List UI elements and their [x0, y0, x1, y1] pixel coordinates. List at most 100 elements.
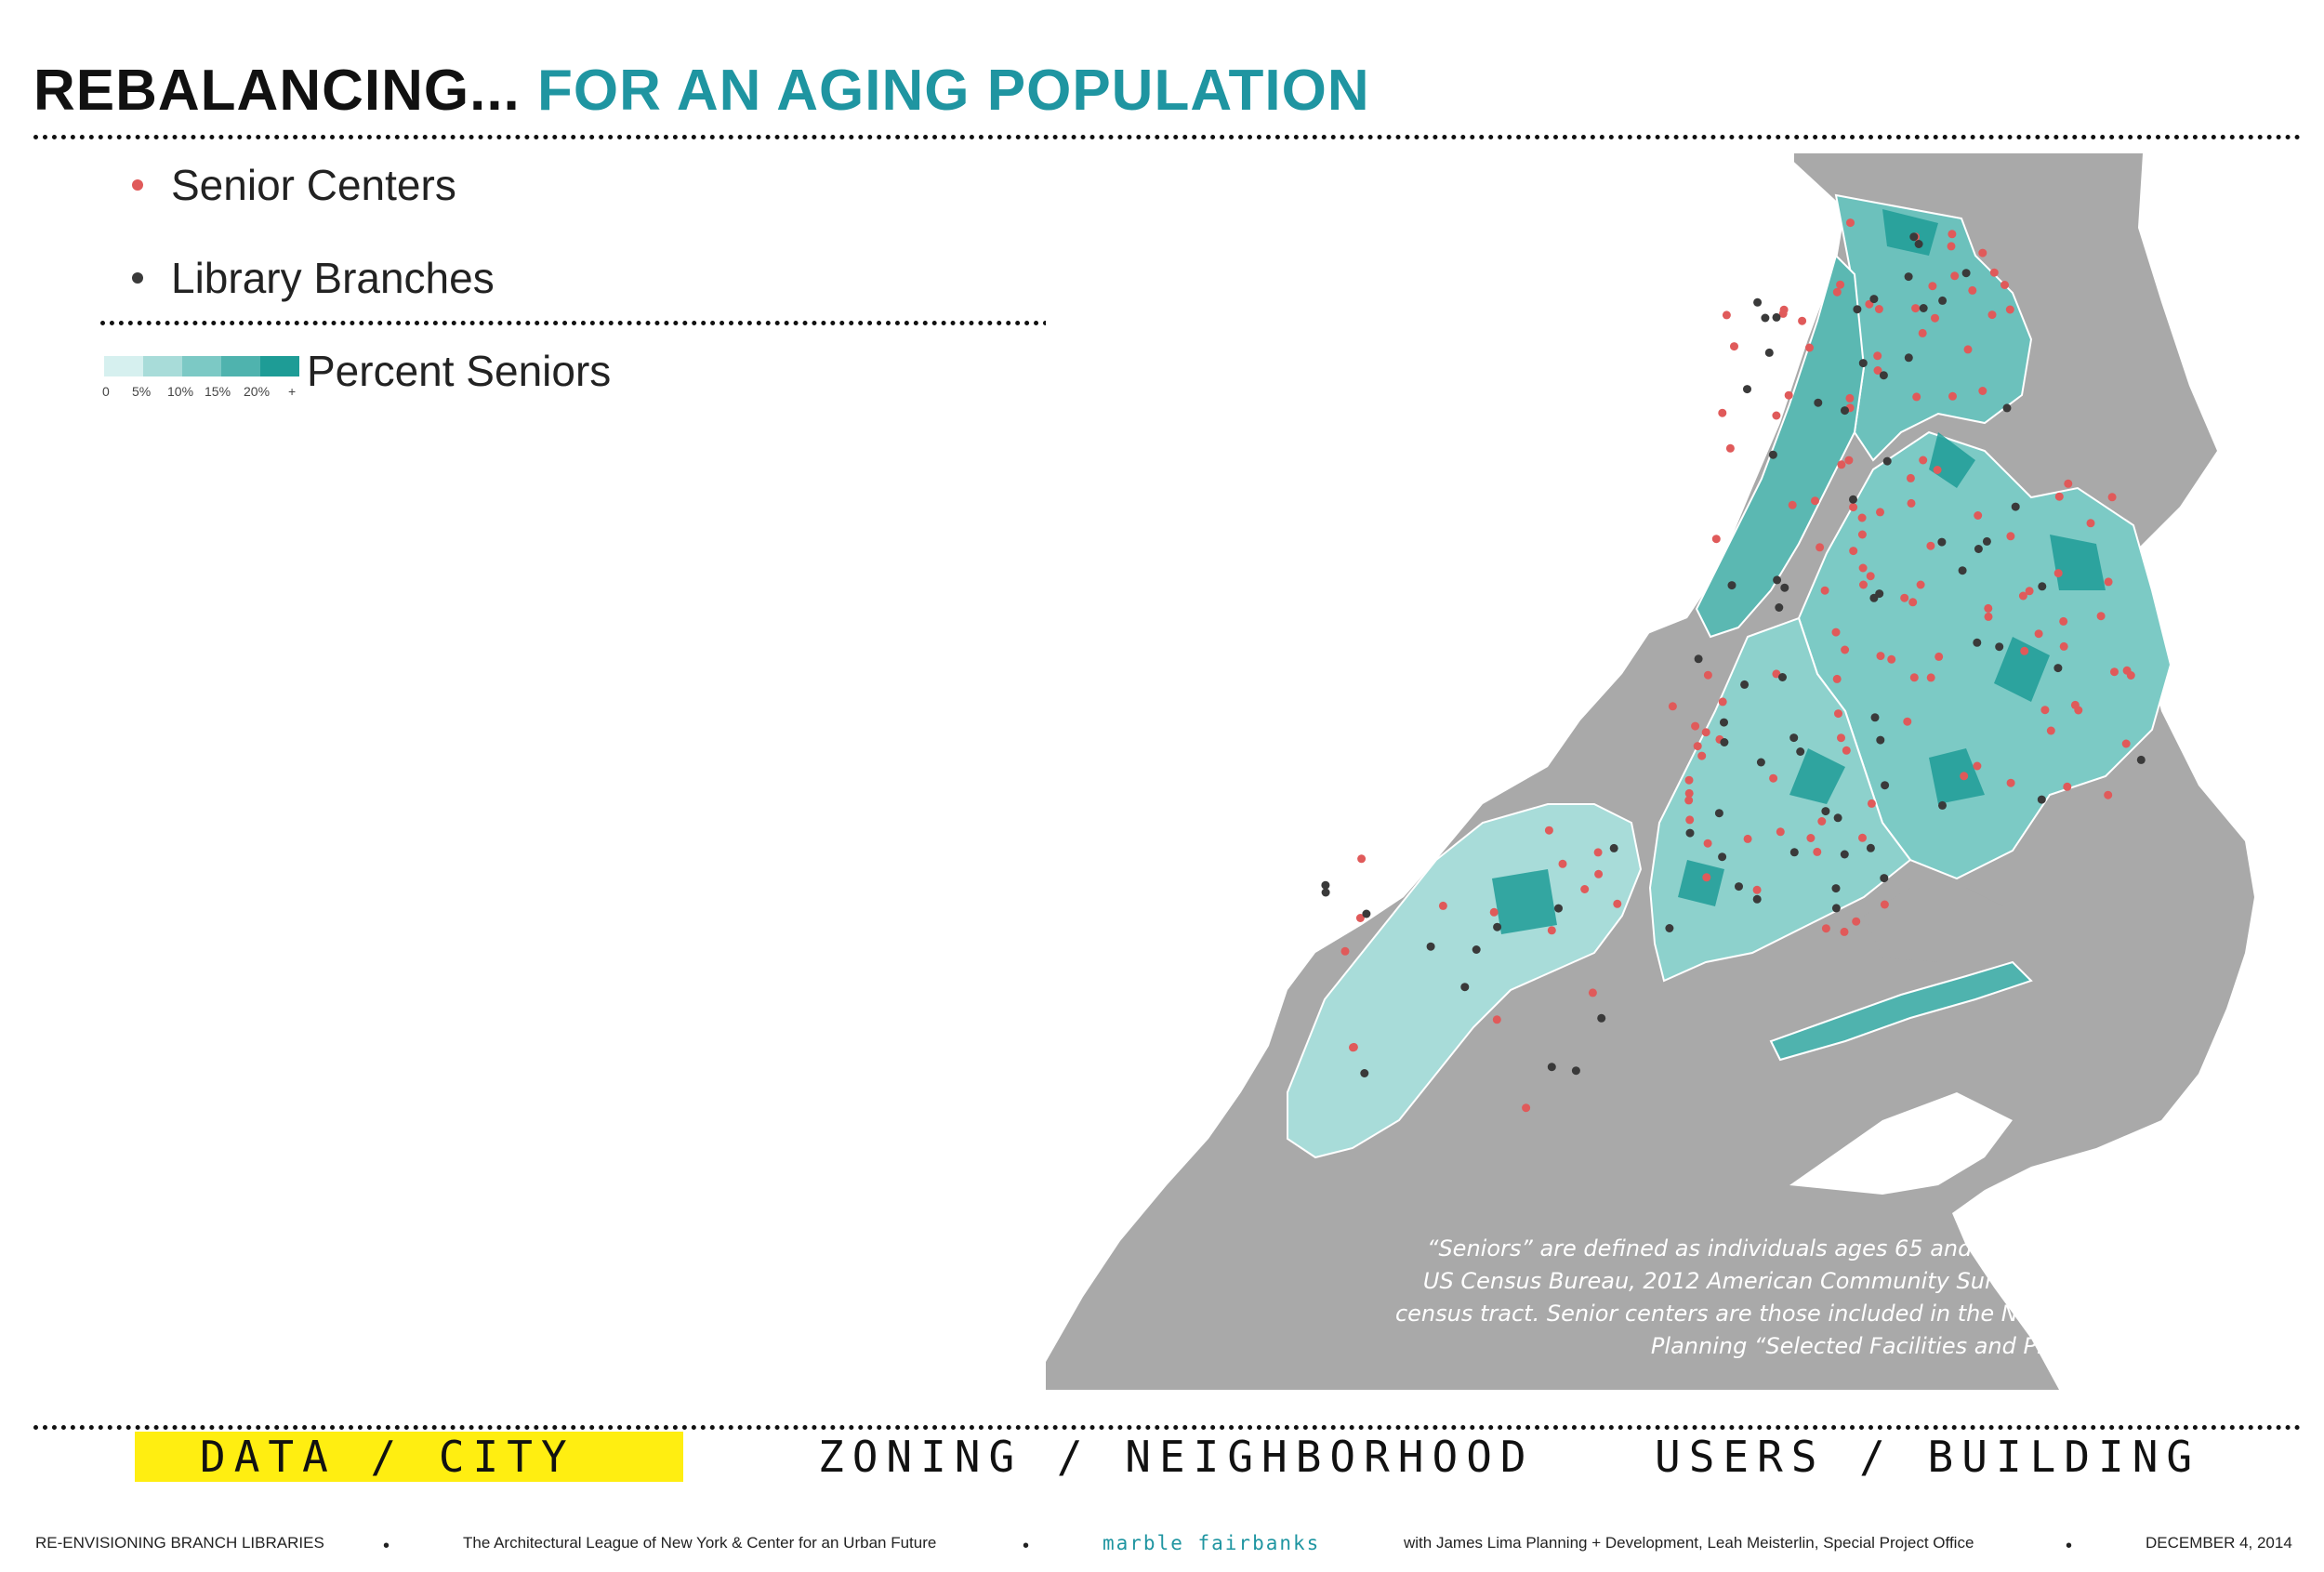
library-branch-marker — [1876, 735, 1885, 745]
library-branch-marker — [1727, 581, 1736, 590]
senior-center-marker — [1963, 345, 1973, 354]
senior-center-marker — [2064, 479, 2073, 488]
library-branch-marker — [1821, 807, 1830, 816]
library-branch-marker — [1426, 942, 1435, 951]
senior-center-marker — [1960, 772, 1969, 781]
east-water — [1952, 153, 2301, 1390]
senior-center-marker — [1906, 473, 1915, 482]
senior-center-marker — [1933, 466, 1942, 474]
library-branch-marker — [2136, 755, 2146, 764]
senior-center-marker — [1593, 848, 1603, 857]
senior-center-marker — [1978, 387, 1987, 395]
senior-center-marker — [2053, 569, 2063, 578]
senior-center-marker — [2046, 726, 2055, 735]
library-branch-marker — [1773, 575, 1782, 585]
nav-users-building[interactable]: USERS / BUILDING — [1655, 1432, 2201, 1482]
library-branch-marker — [1938, 800, 1947, 810]
library-branch-marker — [1914, 240, 1923, 248]
senior-center-marker — [1845, 393, 1855, 403]
library-branch-marker — [1472, 945, 1481, 954]
senior-center-marker — [1919, 456, 1928, 465]
senior-center-marker — [1805, 343, 1814, 352]
senior-center-marker — [1873, 351, 1882, 361]
library-branch-marker — [1609, 843, 1618, 852]
senior-center-marker — [1558, 859, 1567, 868]
library-branch-marker — [1362, 909, 1371, 918]
legend-divider — [100, 321, 1049, 325]
senior-center-marker — [1788, 500, 1797, 509]
library-branch-marker — [1831, 904, 1841, 913]
senior-center-marker — [1907, 498, 1916, 508]
lower-bay — [1789, 1092, 2013, 1195]
scale-tick: + — [288, 384, 297, 399]
library-branch-marker — [1961, 269, 1971, 278]
senior-center-marker — [1857, 530, 1867, 539]
scale-tick: 10% — [167, 384, 194, 399]
senior-center-marker — [1718, 408, 1727, 417]
senior-center-marker — [1948, 230, 1957, 239]
footer-date: DECEMBER 4, 2014 — [2146, 1534, 2292, 1552]
senior-center-marker — [1703, 839, 1712, 848]
senior-center-marker — [1806, 834, 1816, 842]
library-branch-marker — [1694, 654, 1703, 664]
senior-center-marker — [1984, 612, 1993, 621]
senior-center-marker — [1978, 248, 1987, 258]
senior-center-marker — [1769, 773, 1778, 783]
footer-brand-logo: marble fairbanks — [1103, 1532, 1321, 1554]
senior-center-marker — [1668, 702, 1677, 711]
page-title: REBALANCING... FOR AN AGING POPULATION — [33, 58, 1370, 124]
scale-swatch — [260, 356, 299, 376]
nav-zoning-neighborhood[interactable]: ZONING / NEIGHBORHOOD — [818, 1432, 1535, 1482]
senior-center-marker — [2063, 782, 2072, 791]
senior-center-marker — [1684, 796, 1694, 805]
library-branch-marker — [1973, 638, 1982, 647]
library-branch-marker — [1814, 398, 1823, 407]
hudson-river — [1641, 153, 1845, 637]
scale-ticks: 0 5% 10% 15% 20% + — [102, 380, 299, 401]
senior-center-marker — [1849, 547, 1858, 556]
staten-island — [1287, 803, 1643, 1159]
senior-center-marker — [1903, 717, 1912, 726]
library-branch-marker — [1764, 348, 1774, 357]
senior-center-marker — [1916, 580, 1925, 589]
senior-center-marker — [1968, 285, 1977, 295]
senior-center-marker — [1811, 496, 1819, 506]
senior-center-marker — [1816, 543, 1825, 552]
rockaway-peninsula — [1769, 960, 2033, 1062]
library-branch-marker — [1720, 718, 1728, 727]
senior-center-marker — [1832, 287, 1842, 297]
senior-center-marker — [1778, 309, 1788, 318]
senior-center-marker — [1784, 390, 1793, 400]
library-branch-marker — [1904, 272, 1913, 282]
senior-center-marker — [1702, 873, 1711, 882]
library-branch-markers — [1321, 232, 2146, 1077]
library-branch-marker — [1740, 680, 1750, 689]
nav-data-city[interactable]: DATA / CITY — [135, 1432, 683, 1482]
senior-center-marker — [1926, 673, 1935, 682]
senior-center-marker — [1701, 728, 1710, 737]
library-branch-marker — [1554, 904, 1563, 913]
library-branch-marker — [1460, 983, 1470, 992]
senior-center-marker — [2020, 646, 2029, 655]
senior-center-marker — [1858, 563, 1868, 573]
library-branch-marker — [2037, 795, 2046, 804]
senior-center-marker — [1926, 541, 1935, 550]
library-branch-marker — [1849, 495, 1857, 504]
senior-center-marker — [1836, 280, 1845, 289]
library-branch-marker — [1831, 884, 1841, 893]
senior-center-marker — [1911, 304, 1921, 313]
senior-center-marker — [1873, 366, 1882, 375]
scale-tick: 5% — [132, 384, 152, 399]
footer-separator: • — [1023, 1536, 1030, 1556]
library-branch-marker — [1853, 305, 1862, 314]
library-branch-marker — [1360, 1069, 1369, 1077]
library-branch-marker — [1796, 747, 1805, 756]
footer-project: RE-ENVISIONING BRANCH LIBRARIES — [35, 1534, 324, 1552]
senior-center-marker — [1772, 669, 1781, 679]
scale-swatch — [182, 356, 221, 376]
senior-center-marker — [1912, 392, 1921, 402]
library-branch-marker — [1919, 304, 1928, 312]
senior-center-marker — [2054, 492, 2064, 501]
senior-center-marker — [1876, 508, 1884, 517]
title-part-1: REBALANCING... — [33, 59, 521, 123]
